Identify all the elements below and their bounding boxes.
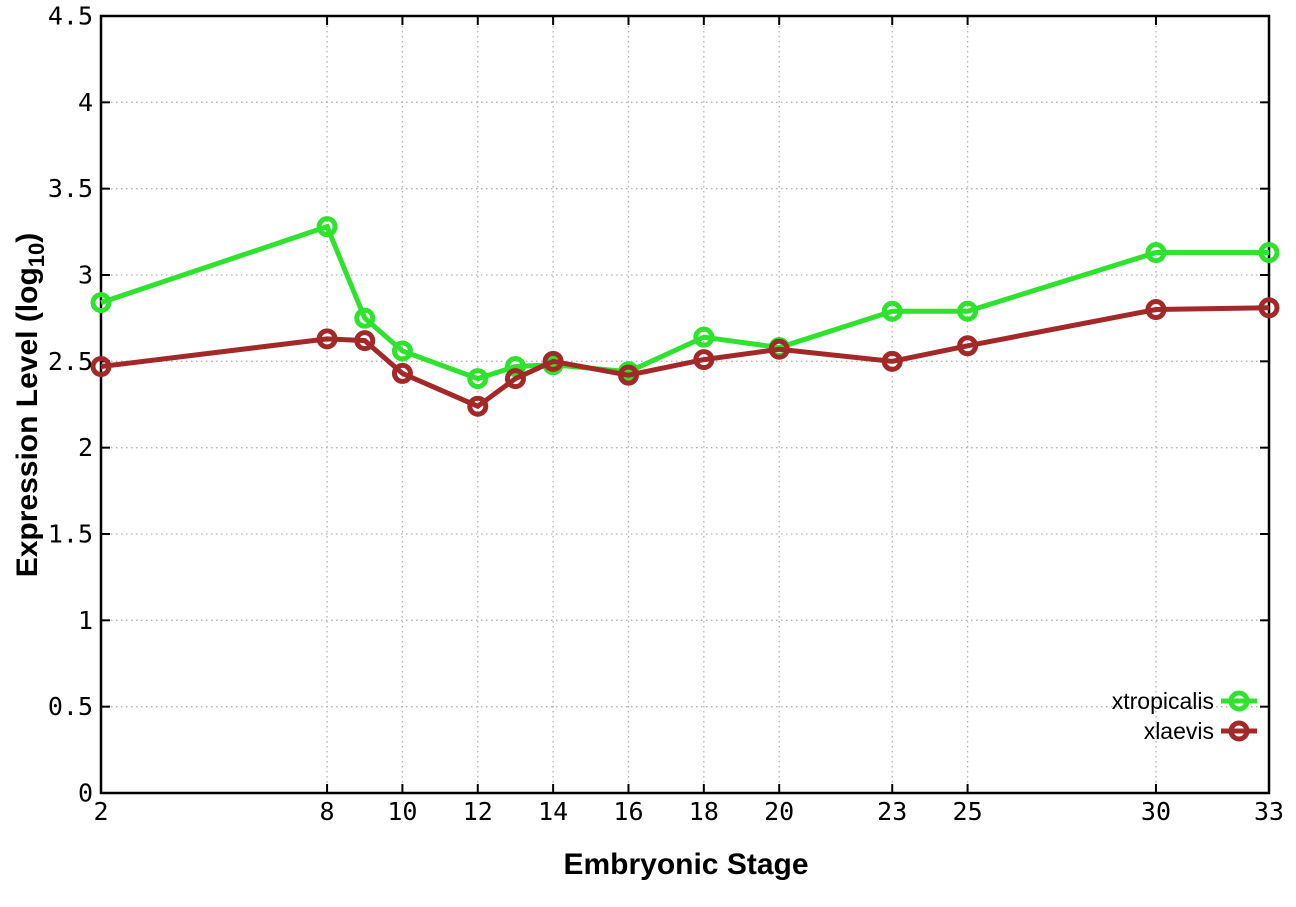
y-tick-label: 1.5 <box>48 520 93 549</box>
series-line-xtropicalis <box>100 223 1269 382</box>
x-tick-label: 25 <box>953 797 983 826</box>
data-point-xtropicalis <box>957 300 979 322</box>
x-tick-label: 20 <box>764 797 794 826</box>
data-point-xlaevis <box>542 350 564 372</box>
x-tick-label: 10 <box>387 797 417 826</box>
data-point-xlaevis <box>617 364 639 386</box>
plot-border <box>99 14 1271 795</box>
data-point-xlaevis <box>316 328 338 350</box>
data-point-xlaevis <box>768 338 790 360</box>
x-tick-label: 23 <box>877 797 907 826</box>
data-point-xlaevis <box>693 349 715 371</box>
y-tick-label: 0 <box>78 779 93 808</box>
x-tick-label: 12 <box>463 797 493 826</box>
data-point-xtropicalis <box>316 216 338 238</box>
y-tick-label: 3 <box>78 261 93 290</box>
y-axis-title: Expression Level (log10) <box>9 55 49 755</box>
y-axis-title-close: ) <box>11 232 44 243</box>
legend-label-xtropicalis: xtropicalis <box>1111 688 1214 714</box>
data-point-xtropicalis <box>391 340 413 362</box>
y-tick-label: 0.5 <box>48 692 93 721</box>
legend-sample-marker-xtropicalis <box>1228 690 1250 712</box>
x-tick-label: 14 <box>538 797 568 826</box>
y-tick-label: 3.5 <box>48 174 93 203</box>
data-point-xtropicalis <box>354 307 376 329</box>
data-point-xlaevis <box>504 368 526 390</box>
x-tick-label: 33 <box>1254 797 1284 826</box>
series-line-xlaevis <box>100 305 1270 410</box>
data-point-xlaevis <box>1258 297 1280 319</box>
y-tick-label: 4.5 <box>48 2 93 31</box>
data-point-xtropicalis <box>693 326 715 348</box>
data-point-xlaevis <box>354 330 376 352</box>
data-point-xlaevis <box>957 335 979 357</box>
x-tick-label: 8 <box>320 797 335 826</box>
data-point-xlaevis <box>467 395 489 417</box>
y-tick-label: 4 <box>78 88 93 117</box>
y-tick-label: 2 <box>78 433 93 462</box>
data-point-xlaevis <box>881 350 903 372</box>
legend-label-xlaevis: xlaevis <box>1143 718 1214 744</box>
data-point-xtropicalis <box>467 368 489 390</box>
legend-sample-marker-xlaevis <box>1228 720 1250 742</box>
data-point-xtropicalis <box>504 356 526 378</box>
y-axis-title-text: Expression Level (log <box>11 267 44 578</box>
data-point-xlaevis <box>391 362 413 384</box>
data-point-xlaevis <box>90 356 112 378</box>
y-axis-title-subscript: 10 <box>24 242 49 268</box>
x-tick-label: 30 <box>1141 797 1171 826</box>
x-axis-title: Embryonic Stage <box>563 848 809 881</box>
y-tick-label: 2.5 <box>48 347 93 376</box>
y-tick-label: 1 <box>78 606 93 635</box>
data-point-xtropicalis <box>1258 242 1280 264</box>
data-point-xtropicalis <box>1145 242 1167 264</box>
data-point-xtropicalis <box>881 300 903 322</box>
x-tick-label: 2 <box>93 797 108 826</box>
data-point-xtropicalis <box>90 292 112 314</box>
x-tick-label: 16 <box>613 797 643 826</box>
data-point-xlaevis <box>1145 299 1167 321</box>
x-tick-label: 18 <box>689 797 719 826</box>
